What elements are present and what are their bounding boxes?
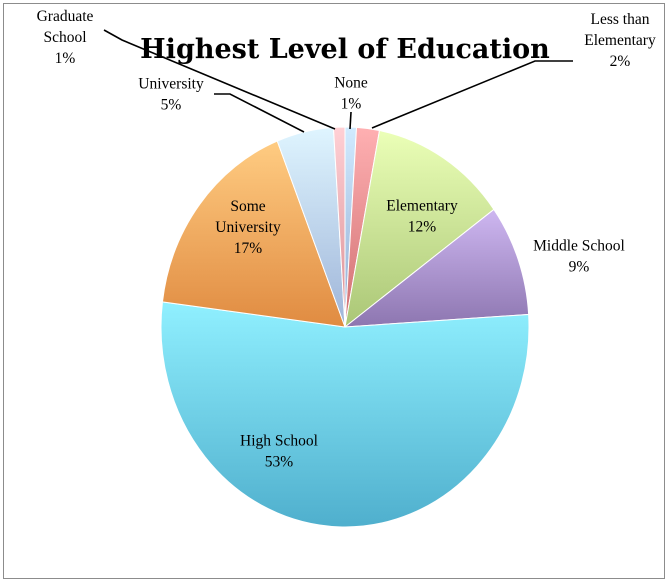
leader-line-graduate-school <box>103 29 336 130</box>
data-label-none: None 1% <box>334 75 368 113</box>
leader-line-university <box>214 93 305 133</box>
pie-slice-some-university <box>161 140 346 328</box>
leader-line-none <box>349 111 352 130</box>
leader-line-less-than-elementary <box>371 60 573 129</box>
data-label-less-than-elementary: Less than Elementary 2% <box>584 11 656 70</box>
pie-slice-graduate-school <box>332 126 346 328</box>
data-label-middle-school: Middle School 9% <box>533 238 625 276</box>
data-label-some-university: Some University 17% <box>215 198 281 257</box>
pie-slice-high-school <box>160 301 530 528</box>
data-label-elementary: Elementary 12% <box>386 198 458 236</box>
data-label-graduate-school: Graduate School 1% <box>37 8 94 67</box>
chart-title: Highest Level of Education <box>140 34 550 65</box>
data-label-high-school: High School 53% <box>240 433 318 471</box>
pie-slice-elementary <box>344 129 495 329</box>
pie-slice-middle-school <box>343 208 530 328</box>
data-label-university: University 5% <box>138 76 204 114</box>
